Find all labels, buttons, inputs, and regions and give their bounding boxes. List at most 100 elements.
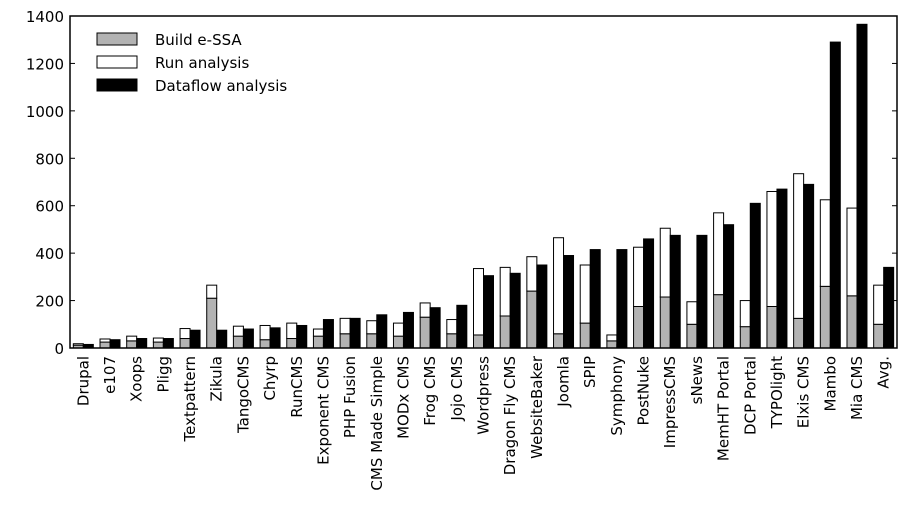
- bar: [206, 284, 218, 299]
- bar: [633, 246, 645, 307]
- bar: [579, 322, 591, 349]
- bar: [819, 199, 831, 287]
- bar: [713, 212, 725, 296]
- bar: [499, 266, 511, 317]
- bar: [446, 319, 458, 335]
- y-tick-label: 0: [54, 340, 64, 358]
- bar: [179, 328, 191, 340]
- bar: [322, 319, 334, 349]
- bar: [793, 173, 805, 319]
- y-tick-label: 600: [35, 198, 64, 216]
- x-tick-label: Wordpress: [475, 356, 493, 435]
- bar: [419, 302, 431, 318]
- bar: [259, 324, 271, 341]
- bar: [446, 333, 458, 349]
- bar: [72, 343, 84, 346]
- bar: [296, 324, 308, 349]
- x-tick-label: Dragon Fly CMS: [501, 356, 519, 475]
- x-tick-label: TYPOlight: [768, 356, 786, 430]
- bar: [883, 266, 895, 349]
- bar: [312, 335, 324, 349]
- bar: [686, 323, 698, 349]
- bar: [873, 323, 885, 349]
- bar: [856, 23, 868, 349]
- x-tick-label: Textpattern: [181, 356, 199, 442]
- x-tick-label: PHP Fusion: [341, 356, 359, 438]
- bar: [713, 294, 725, 349]
- y-tick-label: 400: [35, 245, 64, 263]
- bar: [286, 322, 298, 340]
- bar: [269, 327, 281, 349]
- legend-swatch: [96, 78, 138, 92]
- bar: [339, 333, 351, 349]
- bar: [206, 297, 218, 349]
- bar: [152, 341, 164, 349]
- bar: [776, 188, 788, 349]
- bar: [766, 190, 778, 307]
- bar: [686, 301, 698, 325]
- bar: [659, 227, 671, 298]
- bar: [456, 304, 468, 349]
- bar: [563, 255, 575, 349]
- bar: [696, 234, 708, 349]
- bar: [189, 329, 201, 349]
- bar: [339, 317, 351, 335]
- y-tick-label: 800: [35, 150, 64, 168]
- bar: [589, 249, 601, 349]
- bar: [312, 328, 324, 337]
- bar: [286, 338, 298, 349]
- bar: [616, 249, 628, 349]
- x-tick-label: WebsiteBaker: [528, 355, 546, 459]
- bar: [259, 339, 271, 349]
- bar: [766, 306, 778, 349]
- bar: [162, 338, 174, 349]
- bar: [846, 207, 858, 297]
- bar: [366, 333, 378, 349]
- bar: [829, 41, 841, 349]
- legend-swatch: [96, 32, 138, 46]
- bar: [216, 329, 228, 349]
- bar: [526, 256, 538, 292]
- y-tick-label: 1400: [26, 8, 64, 26]
- x-tick-label: Joomla: [555, 356, 573, 408]
- bar: [99, 338, 111, 343]
- bar: [553, 333, 565, 349]
- x-tick-label: Zikula: [208, 356, 226, 402]
- legend-swatch: [96, 55, 138, 69]
- x-tick-label: Xoops: [128, 356, 146, 402]
- x-tick-label: e107: [101, 356, 119, 394]
- bar: [402, 311, 414, 349]
- bar: [376, 314, 388, 349]
- bar: [473, 334, 484, 349]
- bar: [429, 307, 441, 349]
- x-tick-label: RunCMS: [288, 356, 306, 418]
- x-tick-label: MemHT Portal: [715, 356, 733, 461]
- bar: [179, 338, 191, 349]
- bar: [846, 295, 858, 349]
- bar: [579, 264, 591, 324]
- bar: [819, 285, 831, 349]
- bar: [126, 335, 138, 342]
- x-tick-label: SPIP: [581, 356, 599, 388]
- x-tick-label: Jojo CMS: [448, 356, 466, 422]
- bar: [669, 234, 681, 349]
- bar: [483, 275, 494, 349]
- bar: [232, 325, 244, 337]
- bar: [509, 272, 521, 349]
- bar: [499, 315, 511, 349]
- x-tick-label: DCP Portal: [741, 356, 759, 435]
- x-tick-label: Frog CMS: [421, 356, 439, 426]
- bar: [659, 296, 671, 349]
- bar: [366, 320, 378, 335]
- bar: [803, 183, 815, 349]
- plot-frame: [69, 15, 898, 349]
- legend-label: Dataflow analysis: [155, 77, 287, 95]
- x-tick-label: Drupal: [74, 356, 92, 406]
- x-tick-label: PostNuke: [635, 356, 653, 426]
- y-tick-label: 1000: [26, 103, 64, 121]
- x-tick-label: sNews: [688, 356, 706, 405]
- bar: [873, 284, 885, 325]
- x-tick-label: Exponent CMS: [314, 356, 332, 465]
- bar: [109, 339, 121, 349]
